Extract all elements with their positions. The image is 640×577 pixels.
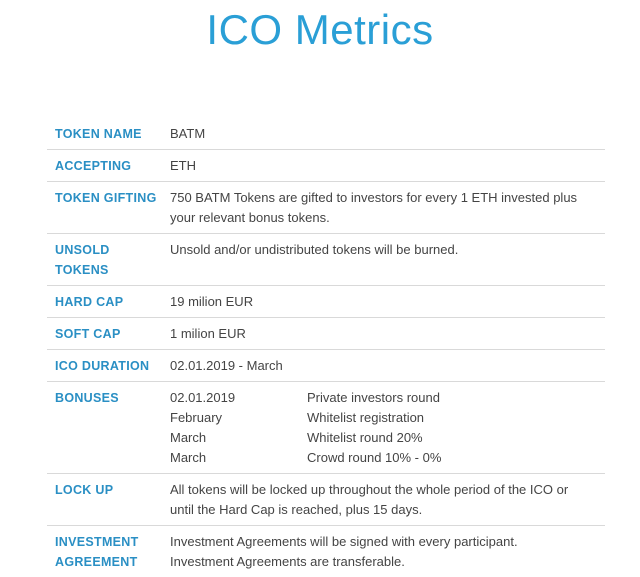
table-row: BONUSES 02.01.2019 Private investors rou… [47, 382, 605, 474]
row-label-token-name: TOKEN NAME [47, 118, 162, 150]
investment-label-line-1: INVESTMENT [55, 532, 162, 552]
row-label-token-gifting: TOKEN GIFTING [47, 182, 162, 234]
row-label-ico-duration: ICO DURATION [47, 350, 162, 382]
bonus-item: February Whitelist registration [170, 408, 605, 428]
row-value-token-name: BATM [162, 118, 605, 150]
row-label-hard-cap: HARD CAP [47, 286, 162, 318]
row-value-investment-agreement: Investment Agreements will be signed wit… [162, 526, 605, 577]
row-value-hard-cap: 19 milion EUR [162, 286, 605, 318]
page-title: ICO Metrics [0, 6, 640, 54]
lock-up-line-2: until the Hard Cap is reached, plus 15 d… [170, 500, 605, 520]
investment-line-1: Investment Agreements will be signed wit… [170, 532, 605, 552]
row-label-soft-cap: SOFT CAP [47, 318, 162, 350]
ico-metrics-table: TOKEN NAME BATM ACCEPTING ETH TOKEN GIFT… [47, 118, 605, 577]
table-row: ACCEPTING ETH [47, 150, 605, 182]
token-gifting-line-2: your relevant bonus tokens. [170, 208, 605, 228]
table-row: HARD CAP 19 milion EUR [47, 286, 605, 318]
table-row: TOKEN GIFTING 750 BATM Tokens are gifted… [47, 182, 605, 234]
lock-up-line-1: All tokens will be locked up throughout … [170, 480, 605, 500]
bonus-description: Whitelist registration [307, 408, 605, 428]
row-value-soft-cap: 1 milion EUR [162, 318, 605, 350]
unsold-label-line-1: UNSOLD [55, 240, 162, 260]
table-row: ICO DURATION 02.01.2019 - March [47, 350, 605, 382]
bonus-date: 02.01.2019 [170, 388, 307, 408]
row-label-lock-up: LOCK UP [47, 474, 162, 526]
row-label-bonuses: BONUSES [47, 382, 162, 474]
row-label-unsold-tokens: UNSOLD TOKENS [47, 234, 162, 286]
row-value-bonuses: 02.01.2019 Private investors round Febru… [162, 382, 605, 474]
bonus-date: March [170, 448, 307, 468]
token-gifting-line-1: 750 BATM Tokens are gifted to investors … [170, 188, 605, 208]
row-value-lock-up: All tokens will be locked up throughout … [162, 474, 605, 526]
row-value-unsold-tokens: Unsold and/or undistributed tokens will … [162, 234, 605, 286]
investment-line-2: Investment Agreements are transferable. [170, 552, 605, 572]
table-row: INVESTMENT AGREEMENT Investment Agreemen… [47, 526, 605, 577]
bonus-date: February [170, 408, 307, 428]
bonus-item: March Whitelist round 20% [170, 428, 605, 448]
row-value-ico-duration: 02.01.2019 - March [162, 350, 605, 382]
unsold-label-line-2: TOKENS [55, 260, 162, 280]
bonus-description: Whitelist round 20% [307, 428, 605, 448]
bonus-item: March Crowd round 10% - 0% [170, 448, 605, 468]
investment-label-line-2: AGREEMENT [55, 552, 162, 572]
table-row: LOCK UP All tokens will be locked up thr… [47, 474, 605, 526]
bonus-item: 02.01.2019 Private investors round [170, 388, 605, 408]
bonus-description: Crowd round 10% - 0% [307, 448, 605, 468]
table-row: UNSOLD TOKENS Unsold and/or undistribute… [47, 234, 605, 286]
row-label-investment-agreement: INVESTMENT AGREEMENT [47, 526, 162, 577]
table-row: TOKEN NAME BATM [47, 118, 605, 150]
row-value-accepting: ETH [162, 150, 605, 182]
bonus-description: Private investors round [307, 388, 605, 408]
table-row: SOFT CAP 1 milion EUR [47, 318, 605, 350]
row-value-token-gifting: 750 BATM Tokens are gifted to investors … [162, 182, 605, 234]
bonus-date: March [170, 428, 307, 448]
row-label-accepting: ACCEPTING [47, 150, 162, 182]
